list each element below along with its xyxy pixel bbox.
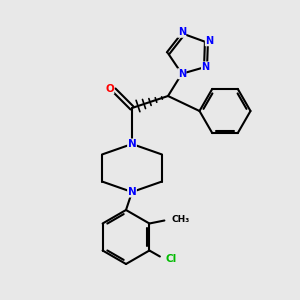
Text: N: N: [178, 69, 186, 79]
Text: N: N: [178, 27, 186, 37]
Text: CH₃: CH₃: [172, 214, 190, 224]
Text: Cl: Cl: [166, 254, 177, 265]
Text: N: N: [202, 62, 210, 72]
Text: O: O: [105, 83, 114, 94]
Text: N: N: [205, 36, 214, 46]
Text: N: N: [128, 187, 136, 197]
Text: N: N: [128, 139, 136, 149]
